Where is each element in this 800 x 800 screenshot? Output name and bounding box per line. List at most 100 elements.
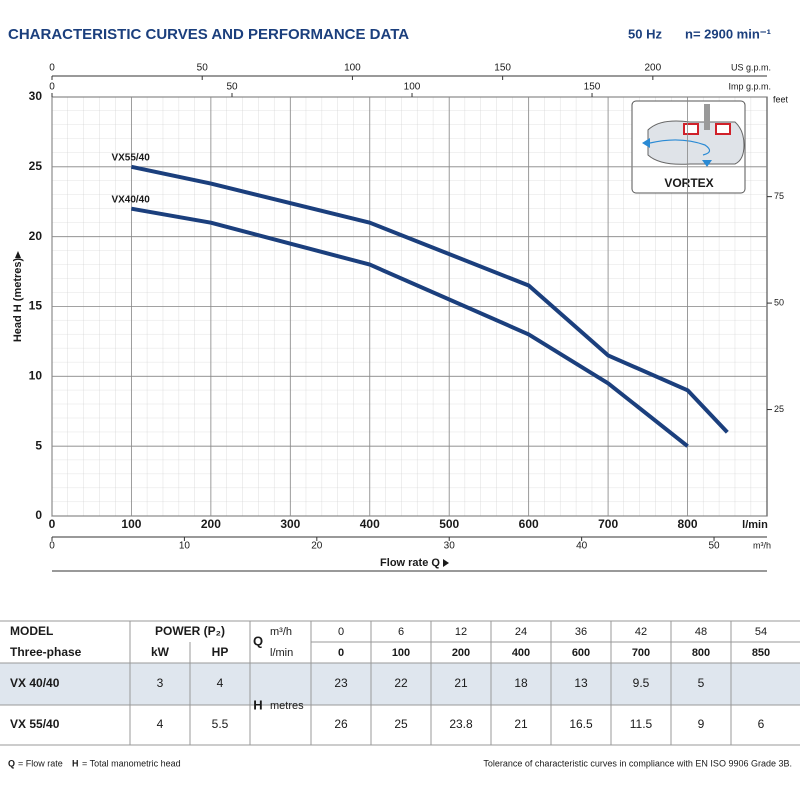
x-tick-label: 400 [360,517,380,531]
head: 18 [514,676,528,690]
y-tick-label: 0 [35,508,42,522]
axis-tick-label: 50 [226,82,238,93]
model: VX 55/40 [10,717,60,731]
axis-tick-label: 20 [311,541,323,552]
impeller [683,123,699,135]
flow-lmin: 400 [512,647,530,659]
flow-lmin: 850 [752,647,770,659]
frequency: 50 Hz [628,26,662,41]
axis-tick-label: 0 [49,82,55,93]
shaft [704,104,710,130]
head: 16.5 [569,717,593,731]
footer-q: Q [8,758,15,768]
x-unit: l/min [742,519,768,531]
y2-tick-label: 50 [774,297,784,307]
head: 22 [394,676,408,690]
y2-unit: feet [773,94,789,104]
curve [130,164,729,434]
head: 6 [758,717,765,731]
axis-tick-label: 0 [49,541,55,552]
x-tick-label: 100 [121,517,141,531]
speed: n= 2900 min⁻¹ [685,26,771,41]
inset-label: VORTEX [664,176,713,190]
flow-m3h: 36 [575,626,587,638]
vortex-inset: VORTEX [631,100,746,194]
footer-q-text: = Flow rate [18,758,63,768]
x-axis-label: Flow rate Q [380,557,440,569]
title: CHARACTERISTIC CURVES AND PERFORMANCE DA… [8,26,409,43]
table-header: m³/h [270,626,292,638]
table-header: Q [253,633,263,648]
curve-label: VX40/40 [111,194,150,205]
curve [131,206,689,448]
axis-tick-label: 50 [708,541,720,552]
flow-m3h: 12 [455,626,467,638]
flow-m3h: 48 [695,626,707,638]
flow-arrow [702,160,712,167]
axis-tick-label: 10 [179,541,191,552]
x-tick-label: 600 [519,517,539,531]
axis-tick-label: 50 [197,63,209,74]
axis-tick-label: 100 [404,82,421,93]
y-tick-label: 15 [29,299,43,313]
x-tick-label: 700 [598,517,618,531]
table-header: Three-phase [10,645,82,659]
flow-m3h: 42 [635,626,647,638]
head: 9.5 [633,676,650,690]
head: 26 [334,717,348,731]
y-tick-label: 30 [29,89,43,103]
axis-tick-label: 150 [584,82,601,93]
head: 25 [394,717,408,731]
axis-tick-label: 150 [494,63,511,74]
axis-tick-label: 0 [49,63,55,74]
y-axis-label: Head H (metres) [12,257,24,342]
table-header: kW [151,645,170,659]
flow-lmin: 200 [452,647,470,659]
y-tick-label: 10 [29,369,43,383]
flow-lmin: 600 [572,647,590,659]
table-header: l/min [270,647,293,659]
axis-tick-label: 100 [344,63,361,74]
power-hp: 4 [217,676,224,690]
flow [649,139,711,156]
y-tick-label: 25 [29,159,43,173]
footer-h-text: = Total manometric head [82,758,181,768]
axis-unit: US g.p.m. [731,62,771,72]
flow-lmin: 0 [338,647,344,659]
table-header: metres [270,700,304,712]
row-shade [0,663,800,705]
power-kw: 4 [157,717,164,731]
flow-lmin: 700 [632,647,650,659]
power-kw: 3 [157,676,164,690]
axis-tick-label: 40 [576,541,588,552]
y2-tick-label: 25 [774,404,784,414]
y-tick-label: 20 [29,229,43,243]
flow-lmin: 100 [392,647,410,659]
y-tick-label: 5 [35,438,42,452]
table-header: MODEL [10,624,53,638]
model: VX 40/40 [10,676,60,690]
table-header: H [253,697,262,712]
flow-m3h: 0 [338,626,344,638]
flow-arrow [642,138,650,148]
head: 5 [698,676,705,690]
axis-unit: m³/h [753,540,771,550]
curve-label: VX55/40 [111,152,150,163]
flow-m3h: 54 [755,626,767,638]
impeller [715,123,731,135]
head: 9 [698,717,705,731]
head: 23.8 [449,717,473,731]
head: 21 [454,676,468,690]
power-hp: 5.5 [212,717,229,731]
head: 13 [574,676,588,690]
x-tick-label: 500 [439,517,459,531]
table-header: POWER (P₂) [155,624,225,638]
flow-lmin: 800 [692,647,710,659]
table-header: HP [212,645,229,659]
x-arrow [443,559,449,567]
y-arrow [15,251,21,258]
x-tick-label: 300 [280,517,300,531]
x-tick-label: 800 [678,517,698,531]
